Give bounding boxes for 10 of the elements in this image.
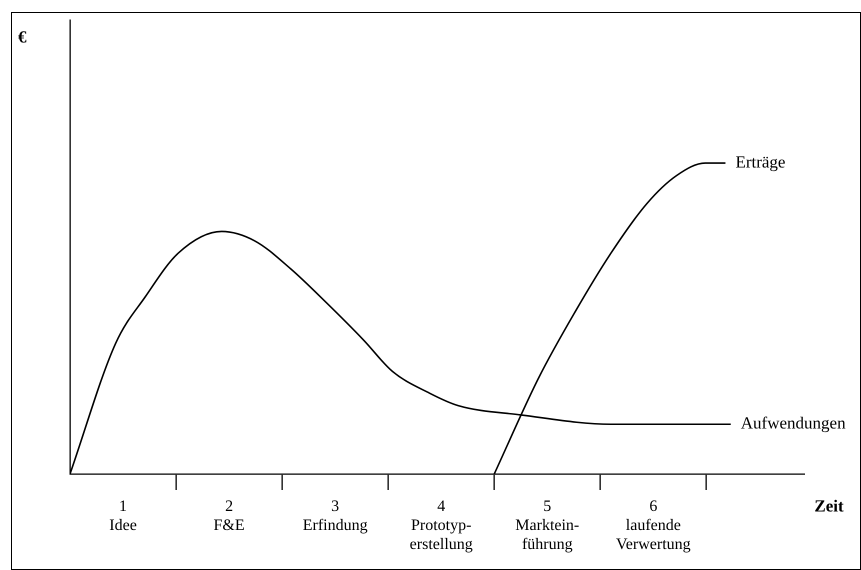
x-axis-title: Zeit [814,496,844,516]
series-label: Erträge [735,152,786,172]
x-tick-label: 2 F&E [214,498,245,534]
x-tick-label: 5 Marktein- führung [515,498,580,554]
x-tick-label: 4 Prototyp- erstellung [410,498,473,554]
x-tick-label: 3 Erfindung [302,498,368,534]
series-label: Aufwendungen [740,414,846,433]
x-tick-label: 1 Idee [109,498,137,534]
x-tick-label: 6 laufende Verwertung [616,498,691,554]
text: € [18,27,27,46]
